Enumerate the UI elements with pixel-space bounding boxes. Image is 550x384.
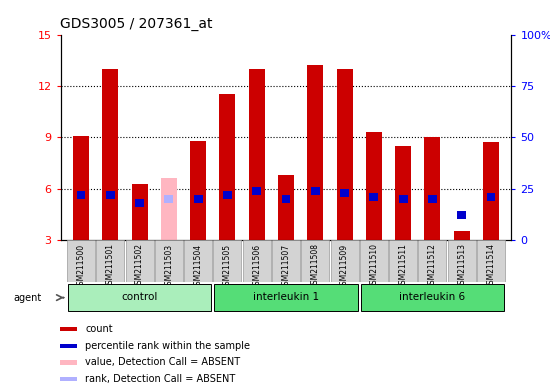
Bar — [361, 284, 504, 311]
Bar — [399, 195, 408, 203]
Text: GSM211503: GSM211503 — [164, 243, 173, 290]
Bar — [425, 137, 441, 240]
Text: GDS3005 / 207361_at: GDS3005 / 207361_at — [60, 17, 213, 31]
Bar — [106, 191, 115, 199]
Bar — [76, 191, 85, 199]
Bar — [340, 189, 349, 197]
Text: GSM211507: GSM211507 — [282, 243, 290, 290]
Text: agent: agent — [14, 293, 42, 303]
Text: control: control — [122, 292, 158, 302]
Text: GSM211513: GSM211513 — [457, 243, 466, 290]
Text: GSM211514: GSM211514 — [487, 243, 496, 290]
Bar — [60, 344, 77, 348]
Bar — [243, 240, 271, 282]
Text: rank, Detection Call = ABSENT: rank, Detection Call = ABSENT — [85, 374, 235, 384]
Text: value, Detection Call = ABSENT: value, Detection Call = ABSENT — [85, 358, 240, 367]
Bar — [487, 193, 496, 201]
Bar — [282, 195, 290, 203]
Text: GSM211505: GSM211505 — [223, 243, 232, 290]
Text: GSM211500: GSM211500 — [76, 243, 85, 290]
Text: interleukin 6: interleukin 6 — [399, 292, 465, 302]
Text: GSM211510: GSM211510 — [370, 243, 378, 290]
Bar — [219, 94, 235, 240]
Bar — [68, 284, 211, 311]
Bar — [102, 69, 118, 240]
Bar — [161, 179, 177, 240]
Bar — [395, 146, 411, 240]
Text: percentile rank within the sample: percentile rank within the sample — [85, 341, 250, 351]
Bar — [307, 65, 323, 240]
Bar — [125, 240, 153, 282]
Bar — [278, 175, 294, 240]
Bar — [213, 240, 241, 282]
Bar — [477, 240, 505, 282]
Bar — [311, 187, 320, 195]
Bar — [60, 361, 77, 364]
Bar — [155, 240, 183, 282]
Bar — [448, 240, 476, 282]
Bar — [214, 284, 358, 311]
Bar — [428, 195, 437, 203]
Text: interleukin 1: interleukin 1 — [253, 292, 319, 302]
Bar — [73, 136, 89, 240]
Bar — [60, 377, 77, 381]
Bar — [164, 195, 173, 203]
Bar — [194, 195, 202, 203]
Bar — [252, 187, 261, 195]
Bar — [190, 141, 206, 240]
Text: GSM211502: GSM211502 — [135, 243, 144, 290]
Bar — [96, 240, 124, 282]
Text: GSM211506: GSM211506 — [252, 243, 261, 290]
Text: GSM211501: GSM211501 — [106, 243, 115, 290]
Bar — [331, 240, 359, 282]
Bar — [360, 240, 388, 282]
Text: GSM211509: GSM211509 — [340, 243, 349, 290]
Bar — [60, 327, 77, 331]
Bar — [337, 69, 353, 240]
Bar — [366, 132, 382, 240]
Bar — [370, 193, 378, 201]
Bar — [301, 240, 329, 282]
Text: GSM211511: GSM211511 — [399, 243, 408, 289]
Bar — [67, 240, 95, 282]
Bar — [223, 191, 232, 199]
Bar — [249, 69, 265, 240]
Bar — [272, 240, 300, 282]
Bar — [135, 199, 144, 207]
Bar — [457, 212, 466, 219]
Text: GSM211508: GSM211508 — [311, 243, 320, 290]
Text: GSM211512: GSM211512 — [428, 243, 437, 289]
Bar — [389, 240, 417, 282]
Text: count: count — [85, 324, 113, 334]
Bar — [131, 184, 147, 240]
Bar — [454, 232, 470, 240]
Bar — [184, 240, 212, 282]
Bar — [483, 142, 499, 240]
Bar — [419, 240, 447, 282]
Text: GSM211504: GSM211504 — [194, 243, 202, 290]
